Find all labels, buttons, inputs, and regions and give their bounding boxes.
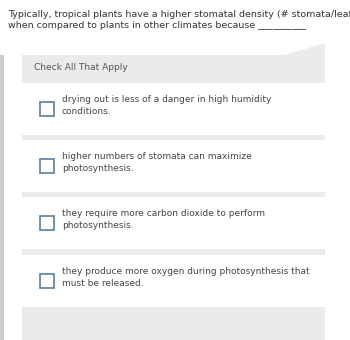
Text: drying out is less of a danger in high humidity
conditions.: drying out is less of a danger in high h… [62, 95, 271, 116]
FancyBboxPatch shape [40, 159, 54, 173]
Bar [22, 140, 325, 192]
FancyBboxPatch shape [40, 274, 54, 288]
Bar [0, 55, 4, 340]
Text: Check All That Apply: Check All That Apply [34, 63, 128, 72]
Bar [22, 255, 325, 307]
FancyBboxPatch shape [40, 102, 54, 116]
Text: they require more carbon dioxide to perform
photosynthesis.: they require more carbon dioxide to perf… [62, 209, 265, 230]
Bar [22, 197, 325, 249]
FancyBboxPatch shape [40, 216, 54, 230]
Text: Typically, tropical plants have a higher stomatal density (# stomata/leaf area): Typically, tropical plants have a higher… [8, 10, 350, 19]
Text: they produce more oxygen during photosynthesis that
must be released.: they produce more oxygen during photosyn… [62, 267, 310, 288]
Text: when compared to plants in other climates because __________: when compared to plants in other climate… [8, 21, 306, 30]
Bar [22, 83, 325, 135]
Text: higher numbers of stomata can maximize
photosynthesis.: higher numbers of stomata can maximize p… [62, 152, 252, 173]
Polygon shape [22, 43, 325, 340]
